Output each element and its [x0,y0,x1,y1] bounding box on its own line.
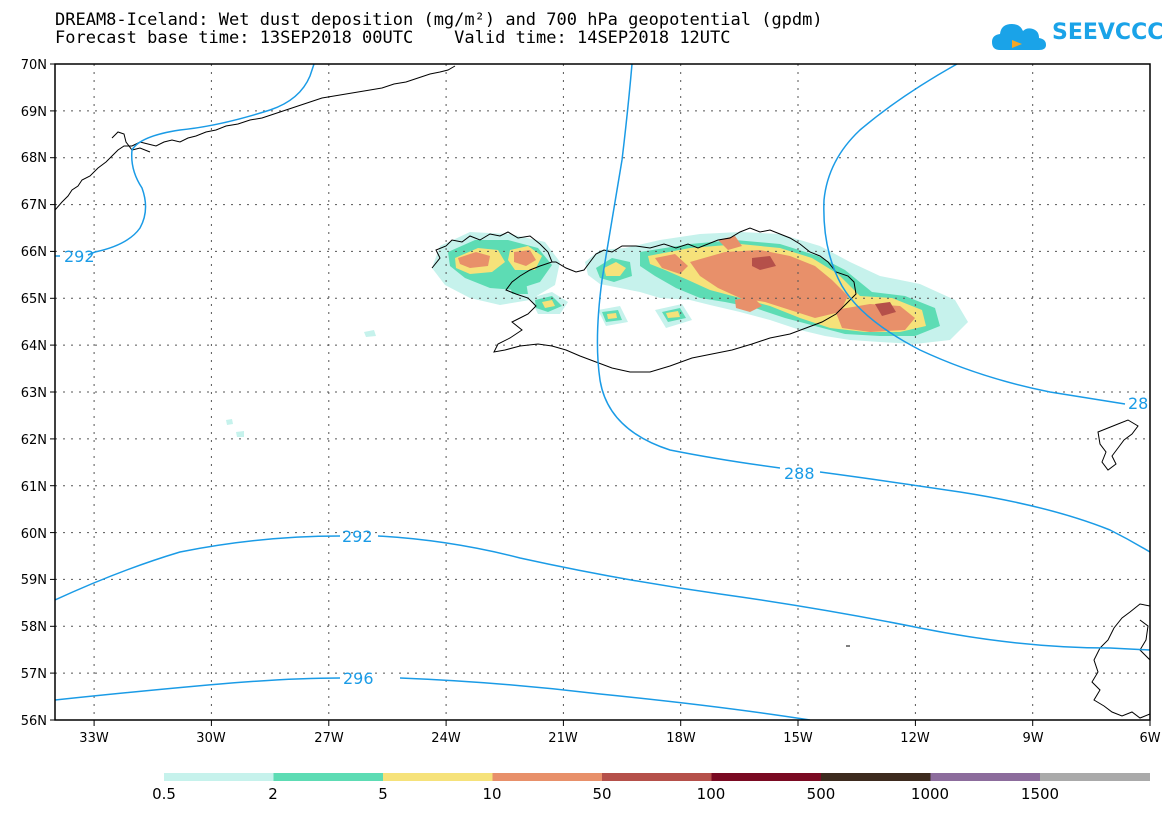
latitude-axis: 70N 69N 68N 67N 66N 65N 64N 63N 62N 61N … [21,58,47,729]
coastline [55,65,1150,719]
scotland-coastline [1139,619,1150,661]
lat-label: 60N [21,527,47,542]
lon-label: 18W [666,731,696,746]
lon-label: 15W [783,731,813,746]
faroe-islands [1097,419,1139,471]
contour-label: 296 [343,669,374,688]
lat-label: 62N [21,433,47,448]
scotland-coastline [1091,603,1150,719]
dust-level-10 [655,254,688,274]
lat-label: 61N [21,480,47,495]
iceland-coastline [431,227,857,373]
greenland-coastline [55,65,456,211]
dust-level-10 [514,250,536,266]
colorbar-label: 100 [697,785,726,803]
contour-label: 292 [342,527,373,546]
lat-label: 69N [21,105,47,120]
contour-292-south [55,535,341,601]
contour-288 [819,471,1150,553]
dust-level-5 [542,300,555,308]
lat-label: 63N [21,386,47,401]
contour-296 [55,677,341,701]
dust-level-0-5 [226,419,233,425]
lon-label: 21W [548,731,578,746]
geopotential-contours [55,64,1150,720]
lon-label: 27W [314,731,344,746]
colorbar-label: 2 [268,785,278,803]
lat-label: 68N [21,151,47,166]
colorbar-label: 1000 [911,785,949,803]
cloud-icon [992,24,1046,50]
contour-label: 288 [784,464,815,483]
lat-label: 58N [21,620,47,635]
colorbar-label: 500 [807,785,836,803]
lon-label: 6W [1139,731,1160,746]
lon-label: 24W [431,731,461,746]
lon-label: 33W [79,731,109,746]
dust-level-10 [735,296,762,312]
dust-deposition-field [226,232,968,437]
dust-level-5 [666,311,680,318]
dust-level-10 [458,252,490,268]
dust-level-5 [607,313,617,319]
lat-label: 67N [21,198,47,213]
map-subtitle: Forecast base time: 13SEP2018 00UTC Vali… [55,28,731,48]
colorbar-swatch [383,773,493,781]
colorbar-label: 5 [378,785,388,803]
colorbar-labels: 0.5 2 5 10 50 100 500 1000 1500 [152,785,1059,803]
colorbar-swatch [711,773,822,781]
lat-label: 64N [21,339,47,354]
logo [990,16,1160,56]
contour-label: 28 [1128,394,1148,413]
dust-level-0-5 [236,431,244,437]
lon-label: 30W [196,731,226,746]
dust-level-50 [875,302,896,316]
lat-label: 57N [21,667,47,682]
contour-28-east [823,64,1126,405]
contour-288 [596,64,781,469]
longitude-axis: 33W 30W 27W 24W 21W 18W 15W 12W 9W 6W [79,731,1160,746]
colorbar-label: 50 [592,785,611,803]
colorbar-swatch [930,773,1041,781]
colorbar-swatch [602,773,712,781]
dust-level-10 [690,250,848,318]
lon-label: 12W [900,731,930,746]
colorbar-swatch [164,773,274,781]
map-title: DREAM8-Iceland: Wet dust deposition (mg/… [55,10,823,30]
lat-label: 70N [21,58,47,73]
colorbar-swatch [1040,773,1150,781]
colorbar-label: 1500 [1021,785,1059,803]
contour-296 [399,677,811,720]
colorbar-swatch [492,773,603,781]
logo-text: SEEVCCC [1052,20,1164,45]
dust-level-50 [752,256,776,270]
dust-level-0-5 [364,330,376,337]
colorbar-swatch [273,773,384,781]
lat-label: 66N [21,245,47,260]
lat-label: 59N [21,573,47,588]
colorbar-label: 10 [482,785,501,803]
colorbar-legend [164,773,1150,781]
lon-label: 9W [1022,731,1043,746]
lat-label: 56N [21,714,47,729]
colorbar-label: 0.5 [152,785,176,803]
greenland-coastline [111,131,151,153]
contour-292-south [377,535,1150,651]
dust-level-5 [604,262,626,276]
dust-level-2 [510,282,528,294]
colorbar-swatch [821,773,931,781]
map-grid [55,64,1150,720]
lat-label: 65N [21,292,47,307]
contour-292-north [87,64,315,256]
contour-label: 292 [64,247,95,266]
